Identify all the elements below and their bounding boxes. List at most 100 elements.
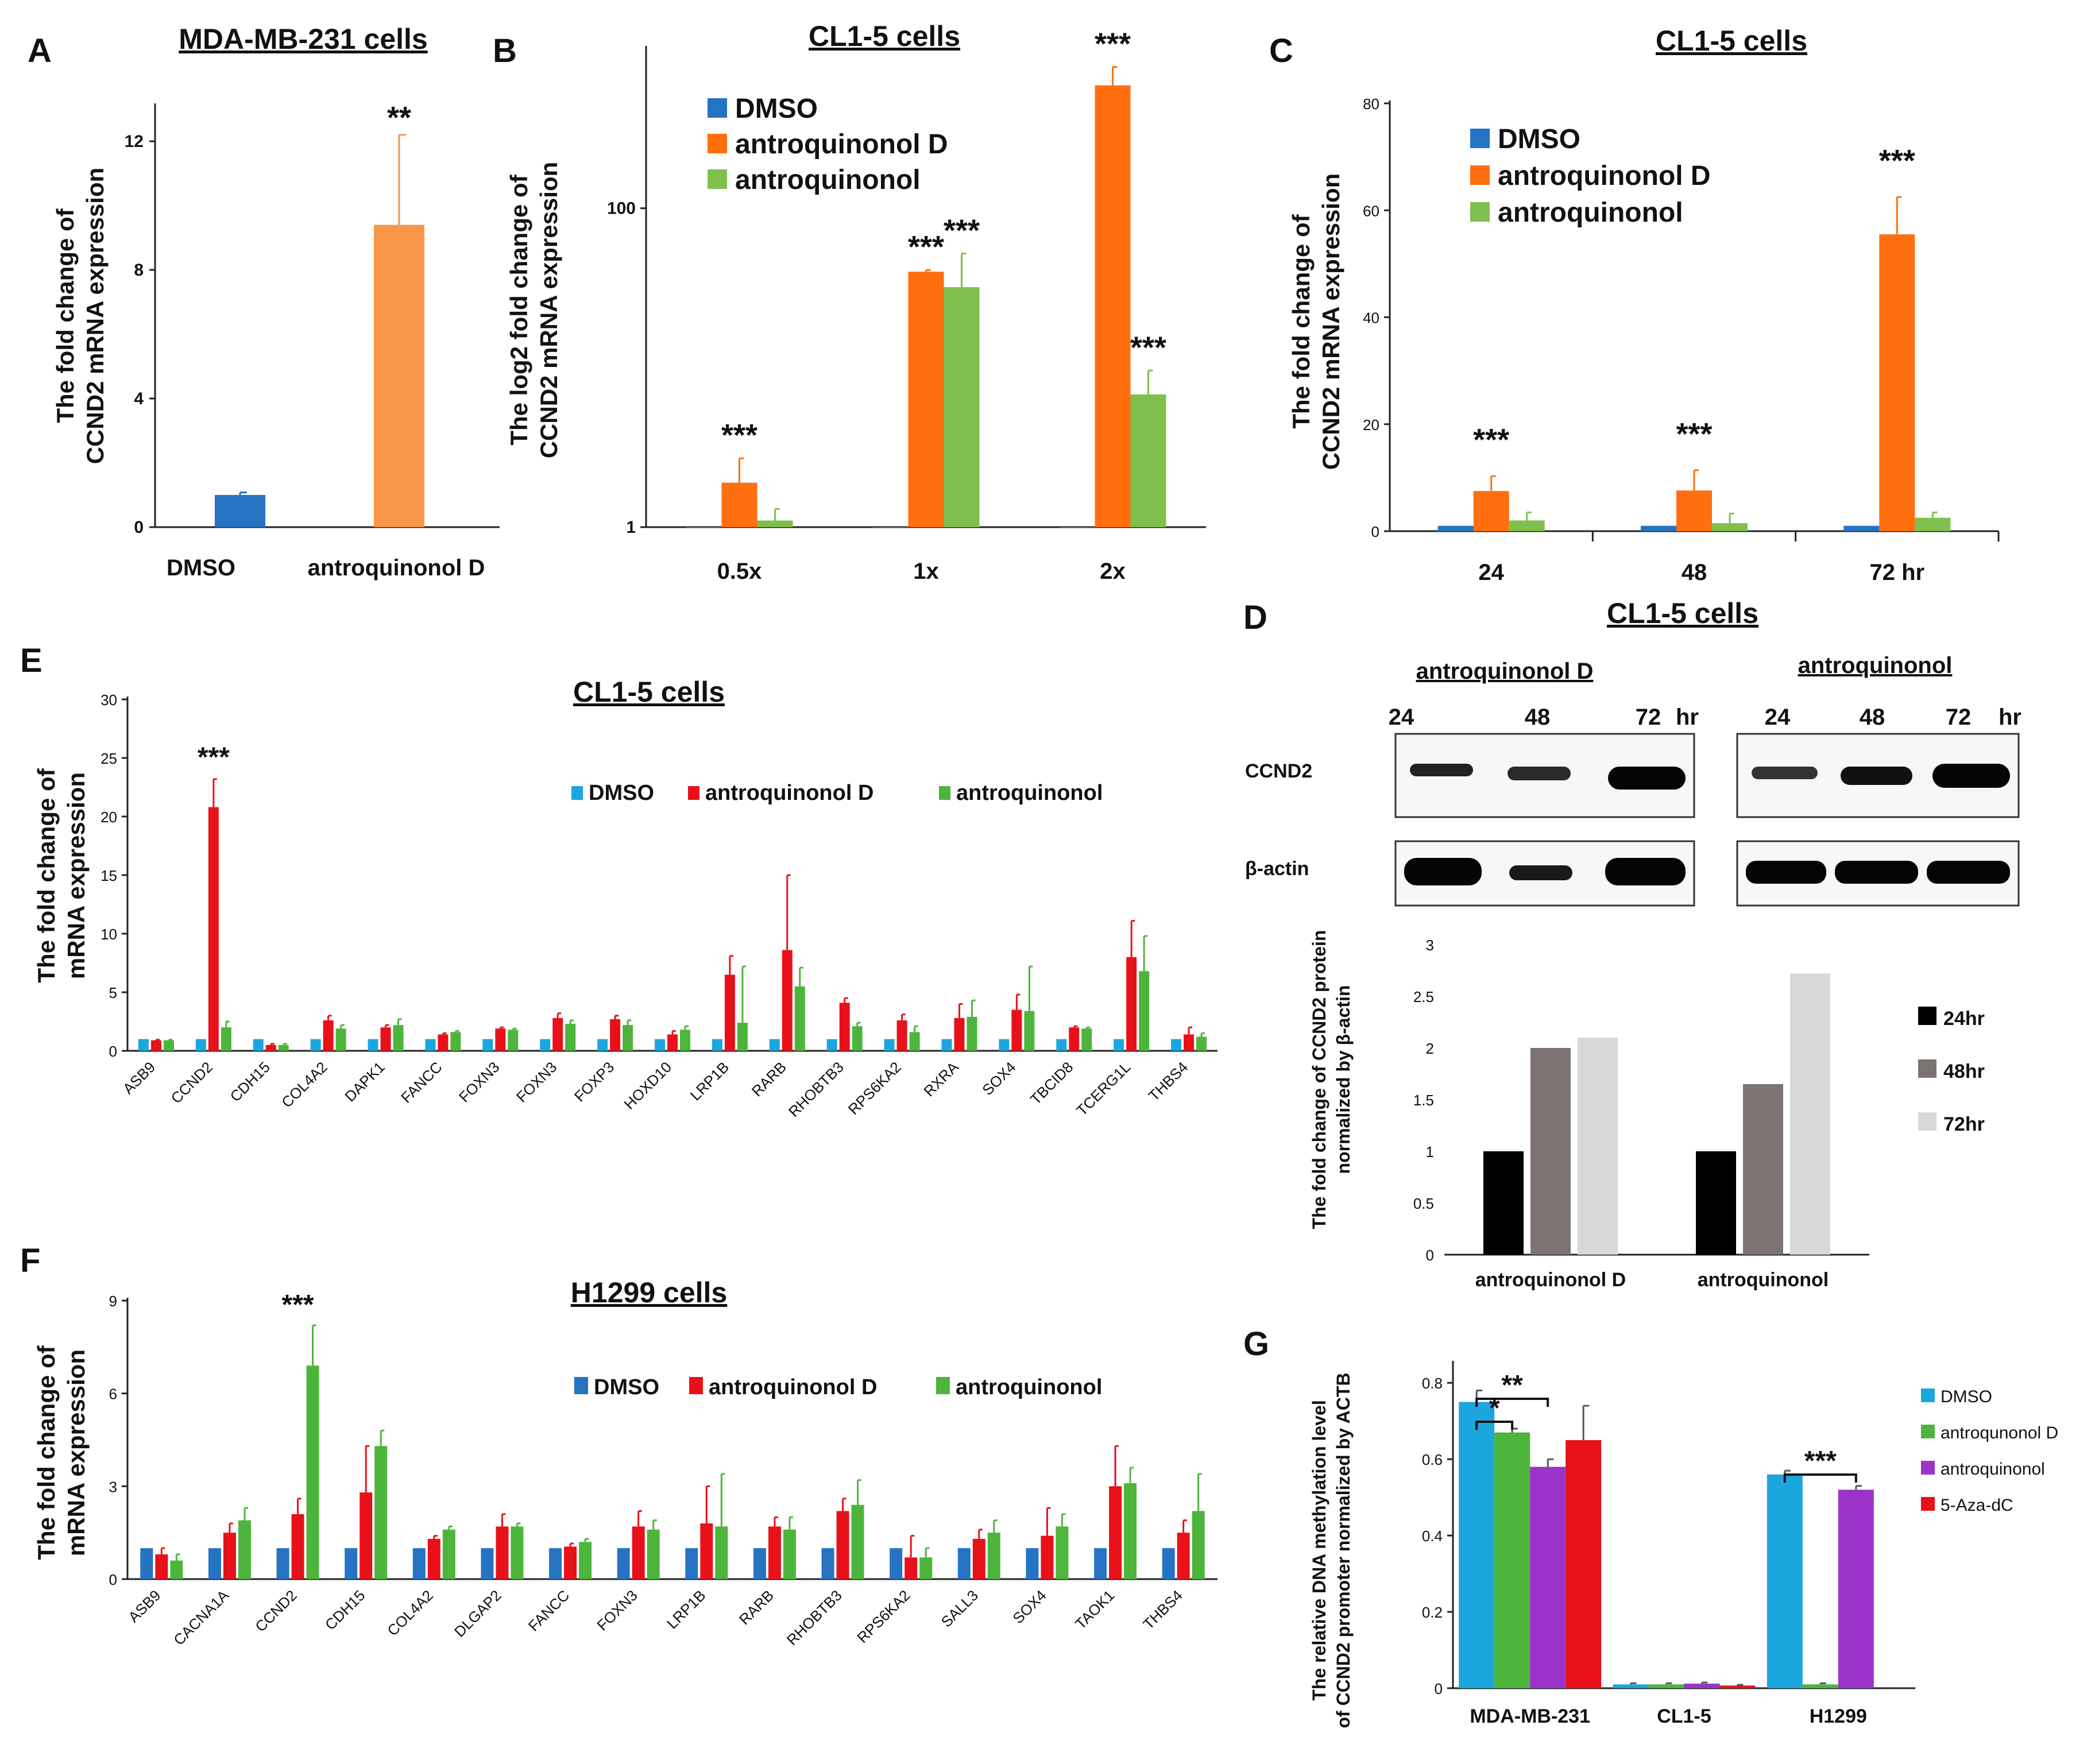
E-bar-foxn3-antroquinonol-d bbox=[495, 1028, 506, 1051]
E-bar-rxra-antroquinonol bbox=[967, 1016, 977, 1051]
E-bar-cdh15-dmso bbox=[253, 1039, 264, 1051]
C-significance-24: *** bbox=[1473, 423, 1509, 457]
C-significance-72-hr: *** bbox=[1879, 144, 1915, 178]
F-bar-sox4-antroquinonol bbox=[1056, 1526, 1069, 1579]
G-bar-cl1-5-dmso bbox=[1613, 1684, 1649, 1688]
F-xtick-label: CDH15 bbox=[322, 1587, 368, 1633]
panel-b-title: CL1-5 cells bbox=[809, 20, 960, 52]
A-xtick-label: antroquinonol D bbox=[308, 555, 485, 581]
panel-c-ylabel-line2: CCND2 mRNA expression bbox=[1317, 173, 1344, 470]
D-ytick-label: 2.5 bbox=[1413, 988, 1434, 1005]
panel-c-letter: C bbox=[1269, 32, 1293, 69]
F-bar-ccnd2-dmso bbox=[276, 1548, 289, 1579]
C-xtick-label: 72 hr bbox=[1870, 560, 1925, 585]
F-bar-fancc-antroquinonol-d bbox=[564, 1546, 577, 1579]
E-bar-fancc-antroquinonol-d bbox=[438, 1034, 449, 1051]
A-bar-antroquinonol-d bbox=[374, 225, 424, 528]
G-ytick-label: 0 bbox=[1435, 1680, 1443, 1697]
G-bracket-mda-mb-231- bbox=[1475, 1398, 1549, 1407]
B-ytick-label: 1 bbox=[626, 518, 636, 537]
F-xtick-label: FANCC bbox=[525, 1587, 573, 1635]
E-bar-foxp3-antroquinonol bbox=[623, 1025, 633, 1051]
panel-a: A MDA-MB-231 cells The fold change of CC… bbox=[28, 23, 500, 581]
F-bar-col4a2-antroquinonol-d bbox=[427, 1538, 440, 1579]
F-legend-swatch-antroquinonol bbox=[936, 1377, 950, 1394]
panel-c-plot: 0 20 40 60 80 24 48 72 hr *** *** *** DMSO antroquin… bbox=[1363, 95, 2000, 585]
D-bar-antroquinonol-d-48hr bbox=[1530, 1048, 1571, 1255]
E-bar-tcerg1l-dmso bbox=[1114, 1039, 1124, 1051]
B-xtick-label: 2x bbox=[1100, 559, 1126, 584]
G-xtick-label: CL1-5 bbox=[1657, 1705, 1711, 1727]
F-bar-foxn3-antroquinonol bbox=[647, 1529, 660, 1579]
G-bar-cl1-5-antroquinonol bbox=[1684, 1684, 1720, 1688]
F-bar-rarb-antroquinonol bbox=[783, 1529, 796, 1579]
western-time-72-b: 72 bbox=[1946, 705, 1972, 730]
F-xtick-label: FOXN3 bbox=[593, 1587, 641, 1634]
E-xtick-label: RHOBTB3 bbox=[785, 1058, 847, 1120]
western-blot-bactin-b bbox=[1736, 840, 2020, 907]
panel-b-ylabel-line1: The log2 fold change of bbox=[505, 174, 532, 445]
C-legend-label-dmso: DMSO bbox=[1498, 124, 1580, 154]
G-bar-h1299-dmso bbox=[1767, 1474, 1803, 1688]
E-bar-rhobtb3-antroquinonol-d bbox=[839, 1003, 850, 1051]
F-ytick-label: 3 bbox=[109, 1478, 117, 1495]
E-ytick-label: 0 bbox=[109, 1043, 117, 1060]
panel-c-ylabel-line1: The fold change of bbox=[1288, 214, 1315, 428]
F-bar-rarb-dmso bbox=[753, 1548, 766, 1579]
E-bar-asb9-antroquinonol-d bbox=[150, 1040, 161, 1051]
B-legend-label-antroquinonol: antroquinonol bbox=[735, 165, 921, 195]
B-legend-swatch-antroquinonol bbox=[708, 169, 727, 189]
G-bracket-mda-mb-231- bbox=[1475, 1421, 1514, 1430]
B-legend-swatch-antroquinonol-d bbox=[708, 134, 727, 153]
E-bar-foxp3-dmso bbox=[597, 1039, 608, 1051]
B-bar-2x-dmso bbox=[1059, 527, 1095, 528]
C-xtick-label: 48 bbox=[1682, 560, 1707, 585]
F-bar-rhobtb3-antroquinonol bbox=[851, 1504, 864, 1579]
E-bar-rhobtb3-antroquinonol bbox=[852, 1026, 863, 1051]
E-bar-thbs4-antroquinonol bbox=[1196, 1036, 1207, 1051]
F-bar-cacna1a-dmso bbox=[208, 1548, 221, 1579]
G-legend-swatch-dmso bbox=[1921, 1388, 1935, 1402]
B-significance-1x-antroquinonol-d: *** bbox=[908, 230, 944, 264]
panel-g-ylabel: The relative DNA methylation level of CC… bbox=[1309, 1372, 1354, 1728]
western-group-antroquinonol-d: antroquinonol D bbox=[1416, 659, 1594, 684]
B-bar-1x-dmso bbox=[872, 527, 909, 528]
panel-f-ylabel: The fold change of mRNA expression bbox=[33, 1345, 90, 1560]
F-bar-rps6ka2-antroquinonol-d bbox=[905, 1557, 918, 1579]
panel-e-letter: E bbox=[20, 642, 42, 679]
E-bar-sox4-antroquinonol bbox=[1024, 1011, 1035, 1051]
D-bar-antroquinonol-d-24hr bbox=[1483, 1151, 1524, 1255]
E-bar-sox4-dmso bbox=[999, 1039, 1010, 1051]
D-legend-label-72hr: 72hr bbox=[1943, 1113, 1985, 1135]
E-bar-rhobtb3-dmso bbox=[826, 1039, 837, 1051]
panel-a-letter: A bbox=[28, 32, 52, 69]
B-significance-0-5x-antroquinonol-d: *** bbox=[721, 418, 757, 452]
F-bar-cacna1a-antroquinonol bbox=[238, 1520, 251, 1579]
F-bar-thbs4-antroquinonol-d bbox=[1177, 1533, 1190, 1579]
F-xtick-label: SOX4 bbox=[1009, 1587, 1049, 1627]
E-bar-foxn3-dmso bbox=[482, 1039, 493, 1051]
B-bar-2x-antroquinonol bbox=[1130, 394, 1166, 527]
D-bar-antroquinonol-72hr bbox=[1790, 973, 1830, 1255]
G-legend-label-5-aza-dc: 5-Aza-dC bbox=[1941, 1496, 2013, 1515]
F-bar-cacna1a-antroquinonol-d bbox=[223, 1533, 236, 1579]
E-bar-hoxd10-antroquinonol-d bbox=[667, 1034, 678, 1051]
F-bar-lrp1b-antroquinonol-d bbox=[700, 1523, 713, 1579]
F-bar-taok1-antroquinonol bbox=[1124, 1483, 1137, 1579]
G-bar-cl1-5-antroqunonol-d bbox=[1648, 1684, 1684, 1688]
E-bar-dapk1-antroquinonol bbox=[393, 1025, 404, 1051]
E-bar-rarb-dmso bbox=[769, 1039, 780, 1051]
western-row-ccnd2: CCND2 bbox=[1245, 760, 1312, 782]
F-legend-label-antroquinonol-d: antroquinonol D bbox=[709, 1375, 877, 1399]
panel-b: B CL1-5 cells The log2 fold change of CC… bbox=[493, 20, 1206, 584]
E-xtick-label: RPS6KA2 bbox=[845, 1058, 905, 1118]
B-legend-swatch-dmso bbox=[708, 98, 727, 118]
F-bar-col4a2-dmso bbox=[412, 1548, 426, 1579]
E-bar-col4a2-antroquinonol-d bbox=[323, 1020, 334, 1051]
A-bar-dmso bbox=[215, 495, 265, 527]
D-legend-swatch-24hr bbox=[1918, 1007, 1936, 1025]
E-xtick-label: THBS4 bbox=[1145, 1058, 1191, 1104]
western-row-bactin: β-actin bbox=[1245, 858, 1309, 880]
panel-f-letter: F bbox=[20, 1242, 40, 1279]
F-xtick-label: CACNA1A bbox=[170, 1587, 233, 1649]
